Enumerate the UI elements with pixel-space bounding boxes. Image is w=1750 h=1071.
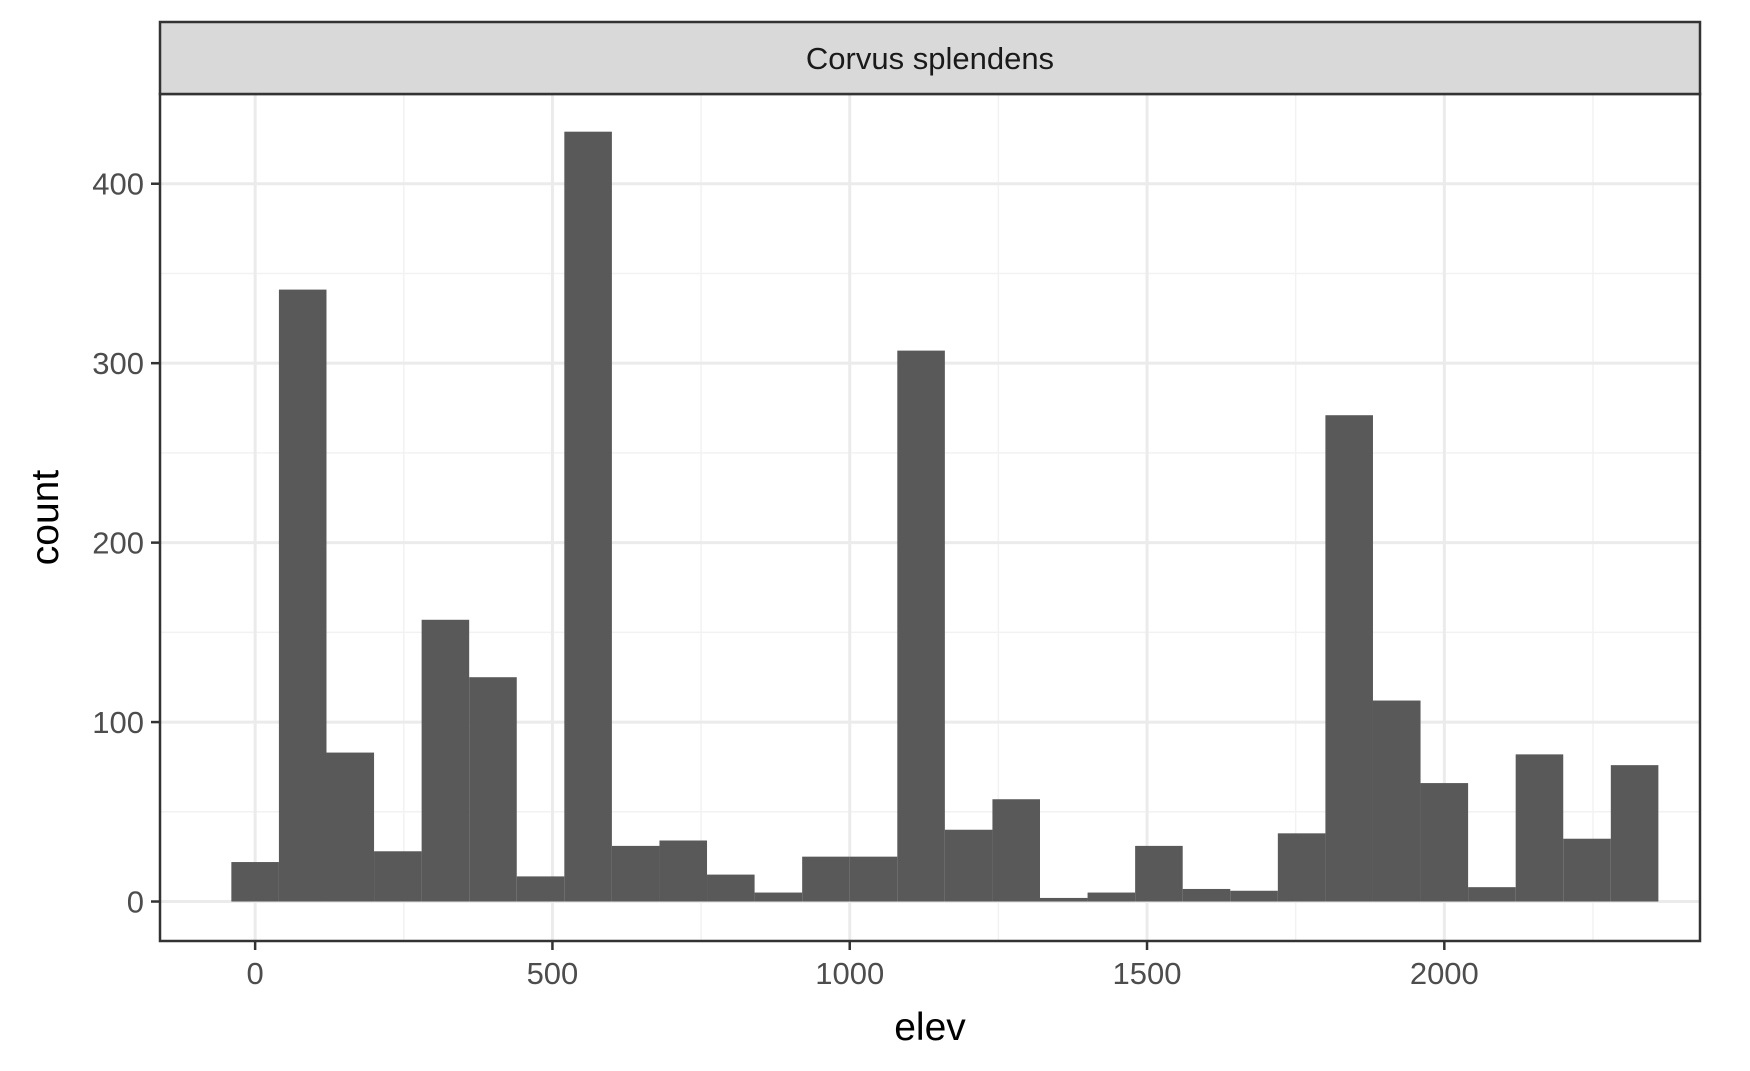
facet-strip-background bbox=[158, 20, 1702, 96]
x-tick-label: 0 bbox=[247, 956, 264, 991]
y-tick-label: 0 bbox=[127, 885, 144, 920]
histogram-bar bbox=[231, 862, 279, 902]
histogram-bar bbox=[754, 892, 803, 902]
facet-strip: Corvus splendens bbox=[158, 20, 1702, 96]
histogram-bar bbox=[1372, 700, 1421, 902]
histogram-bar bbox=[374, 851, 422, 902]
histogram-bar bbox=[659, 840, 708, 902]
histogram-bar bbox=[1610, 765, 1659, 902]
histogram-bar bbox=[1515, 754, 1564, 902]
histogram-bar bbox=[707, 874, 755, 902]
x-tick-label: 1500 bbox=[1113, 956, 1182, 991]
histogram-bar bbox=[1087, 892, 1136, 902]
histogram-bar bbox=[516, 876, 565, 902]
histogram-bar bbox=[564, 131, 612, 902]
y-tick-label: 400 bbox=[92, 167, 144, 202]
histogram-bars bbox=[231, 131, 1659, 902]
histogram-bar bbox=[849, 856, 898, 902]
y-axis: 0 100 200 300 400 bbox=[92, 167, 160, 920]
x-tick-label: 500 bbox=[527, 956, 579, 991]
y-tick-label: 100 bbox=[92, 705, 144, 740]
histogram-bar bbox=[469, 677, 517, 902]
histogram-bar bbox=[1230, 890, 1278, 902]
histogram-bar bbox=[326, 752, 375, 902]
histogram-bar bbox=[1420, 783, 1469, 902]
x-tick-label: 1000 bbox=[815, 956, 884, 991]
y-tick-label: 200 bbox=[92, 526, 144, 561]
histogram-bar bbox=[421, 619, 470, 902]
y-axis-title: count bbox=[24, 470, 67, 566]
histogram-bar bbox=[611, 845, 660, 902]
histogram-bar bbox=[278, 289, 327, 902]
histogram-bar bbox=[992, 799, 1040, 902]
histogram-bar bbox=[802, 856, 850, 902]
histogram-bar bbox=[1182, 888, 1231, 902]
histogram-bar bbox=[897, 350, 945, 902]
histogram-bar bbox=[1277, 833, 1326, 902]
y-tick-label: 300 bbox=[92, 346, 144, 381]
histogram-bar bbox=[1563, 838, 1611, 902]
facet-strip-label: Corvus splendens bbox=[806, 41, 1054, 76]
x-axis: 0 500 1000 1500 2000 bbox=[247, 941, 1479, 991]
histogram-bar bbox=[1468, 887, 1516, 902]
histogram-bar bbox=[1325, 415, 1373, 902]
x-axis-title: elev bbox=[894, 1006, 966, 1049]
x-tick-label: 2000 bbox=[1410, 956, 1479, 991]
histogram-bar bbox=[1135, 845, 1183, 902]
histogram-bar bbox=[944, 829, 993, 902]
histogram-bar bbox=[1040, 897, 1088, 902]
